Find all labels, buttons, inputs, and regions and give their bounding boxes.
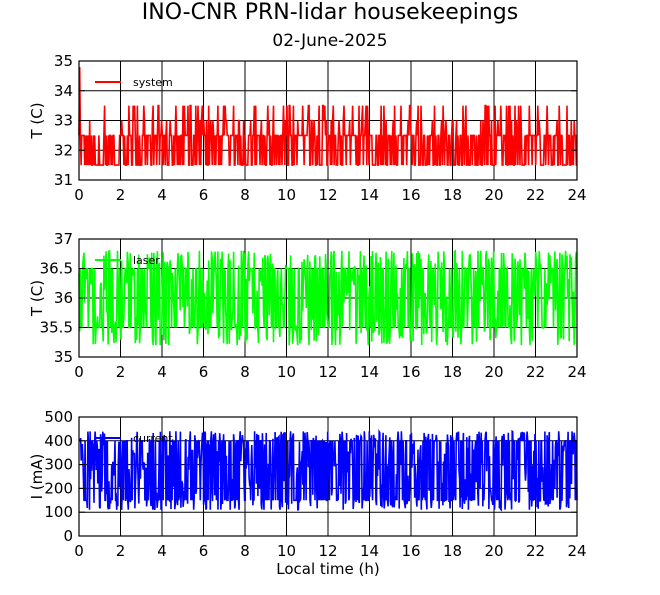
x-tick-label: 0 (74, 542, 84, 560)
y-tick-label: 36 (54, 289, 73, 307)
chart-title: INO-CNR PRN-lidar housekeepings (141, 0, 519, 25)
chart-subtitle: 02-June-2025 (272, 31, 388, 51)
x-tick-label: 14 (360, 363, 379, 381)
x-tick-label: 22 (526, 363, 545, 381)
y-tick-label: 35.5 (40, 319, 73, 337)
x-tick-label: 20 (484, 363, 503, 381)
x-tick-label: 16 (401, 542, 420, 560)
x-tick-label: 16 (401, 363, 420, 381)
y-axis-label: T (C) (28, 102, 46, 139)
y-tick-label: 33 (54, 112, 73, 130)
x-tick-label: 16 (401, 186, 420, 204)
legend-label-system: system (133, 76, 173, 89)
x-tick-label: 18 (443, 542, 462, 560)
y-tick-label: 35 (54, 348, 73, 366)
x-tick-label: 20 (484, 186, 503, 204)
x-tick-label: 0 (74, 186, 84, 204)
x-tick-label: 4 (157, 542, 167, 560)
legend-label-current: current (133, 432, 173, 445)
y-tick-label: 36.5 (40, 260, 73, 278)
y-tick-label: 0 (63, 527, 73, 545)
x-tick-label: 8 (240, 363, 250, 381)
x-tick-label: 0 (74, 363, 84, 381)
y-tick-label: 100 (44, 503, 73, 521)
x-tick-label: 2 (116, 542, 126, 560)
y-tick-label: 34 (54, 82, 73, 100)
x-tick-label: 6 (199, 363, 209, 381)
x-tick-label: 18 (443, 186, 462, 204)
x-tick-label: 4 (157, 363, 167, 381)
y-tick-label: 200 (44, 479, 73, 497)
y-axis-label: T (C) (28, 280, 46, 317)
x-tick-label: 12 (318, 542, 337, 560)
series-line-current (79, 428, 578, 512)
x-tick-label: 24 (567, 542, 586, 560)
legend-label-laser: laser (133, 254, 160, 267)
x-tick-label: 4 (157, 186, 167, 204)
x-tick-label: 10 (277, 186, 296, 204)
x-tick-label: 14 (360, 186, 379, 204)
x-tick-label: 8 (240, 186, 250, 204)
y-tick-label: 500 (44, 408, 73, 426)
x-tick-label: 24 (567, 363, 586, 381)
x-tick-label: 12 (318, 186, 337, 204)
x-tick-label: 18 (443, 363, 462, 381)
y-tick-label: 32 (54, 141, 73, 159)
x-tick-label: 6 (199, 542, 209, 560)
x-tick-label: 2 (116, 186, 126, 204)
y-tick-label: 400 (44, 432, 73, 450)
x-tick-label: 14 (360, 542, 379, 560)
y-tick-label: 31 (54, 171, 73, 189)
x-tick-label: 22 (526, 186, 545, 204)
x-tick-label: 2 (116, 363, 126, 381)
x-tick-label: 6 (199, 186, 209, 204)
series-line-system (78, 66, 578, 166)
y-tick-label: 37 (54, 230, 73, 248)
x-tick-label: 10 (277, 542, 296, 560)
y-tick-label: 35 (54, 52, 73, 70)
x-tick-label: 22 (526, 542, 545, 560)
x-axis-label: Local time (h) (276, 560, 380, 578)
series-line-laser (78, 249, 578, 346)
y-axis-label: I (mA) (28, 454, 46, 500)
x-tick-label: 20 (484, 542, 503, 560)
y-tick-label: 300 (44, 456, 73, 474)
x-tick-label: 24 (567, 186, 586, 204)
x-tick-label: 8 (240, 542, 250, 560)
x-tick-label: 10 (277, 363, 296, 381)
x-tick-label: 12 (318, 363, 337, 381)
